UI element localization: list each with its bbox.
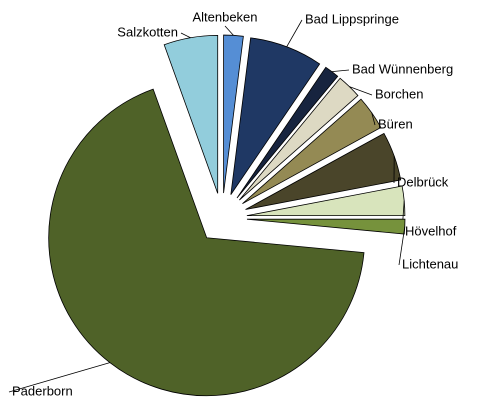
leader-line bbox=[180, 32, 191, 39]
slice-label: Salzkotten bbox=[117, 24, 178, 39]
slice-label: Altenbeken bbox=[192, 9, 257, 24]
slice bbox=[246, 218, 406, 235]
slice bbox=[163, 34, 219, 194]
leader-line bbox=[8, 362, 110, 393]
slice-label: Bad Lippspringe bbox=[305, 11, 399, 26]
leader-line bbox=[349, 86, 373, 96]
slice-label: Bad Wünnenberg bbox=[352, 61, 453, 76]
slice-label: Paderborn bbox=[12, 383, 73, 398]
slice-label: Büren bbox=[378, 116, 413, 131]
leader-line bbox=[286, 19, 303, 48]
slice bbox=[48, 88, 365, 397]
slice bbox=[246, 185, 406, 217]
leader-line bbox=[224, 25, 234, 36]
leader-line bbox=[331, 69, 350, 73]
slice-label: Hövelhof bbox=[405, 223, 457, 238]
slice-label: Lichtenau bbox=[402, 256, 458, 271]
slice bbox=[230, 37, 321, 195]
leader-line bbox=[371, 112, 376, 126]
leader-line bbox=[398, 226, 406, 266]
slice-label: Borchen bbox=[375, 86, 423, 101]
slice-label: Delbrück bbox=[397, 174, 449, 189]
slice bbox=[239, 77, 359, 201]
